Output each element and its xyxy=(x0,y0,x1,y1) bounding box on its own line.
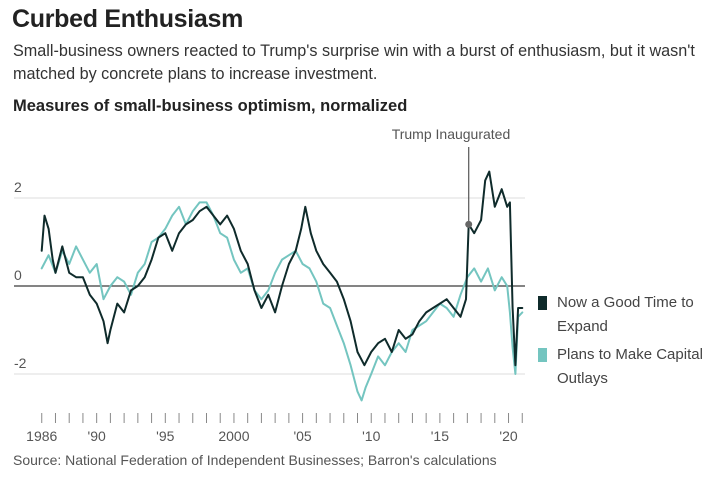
series-layer xyxy=(40,170,524,402)
x-tick-label: 1986 xyxy=(26,428,57,444)
x-tick-label: '95 xyxy=(156,428,174,444)
chart-subtitle: Small-business owners reacted to Trump's… xyxy=(13,42,695,83)
annotation-layer: Trump Inaugurated xyxy=(392,126,511,228)
series-line-capital-outlays xyxy=(40,201,524,402)
y-tick-label: -2 xyxy=(14,355,27,371)
axis-layer: 2 0 -2 1986 '90 '95 2000 '05 '10 '15 '20 xyxy=(14,179,523,444)
series-line-expand xyxy=(40,170,524,367)
legend-swatch-capital-outlays xyxy=(538,348,547,362)
y-tick-label: 2 xyxy=(14,179,22,195)
legend-label-capital-outlays: Plans to Make Capital Outlays xyxy=(557,346,703,387)
x-tick-label: '10 xyxy=(362,428,380,444)
annotation-label: Trump Inaugurated xyxy=(392,126,511,142)
y-tick-label: 0 xyxy=(14,267,22,283)
legend-item-expand: Now a Good Time to Expand xyxy=(538,291,718,339)
x-tick-label: '15 xyxy=(431,428,449,444)
legend-swatch-expand xyxy=(538,296,547,310)
annotation-marker xyxy=(465,220,473,228)
plot-title: Measures of small-business optimism, nor… xyxy=(13,97,408,115)
chart-title-main: Curbed Enthusiasm xyxy=(12,5,244,33)
x-tick-label: '05 xyxy=(293,428,311,444)
source-note: Source: National Federation of Independe… xyxy=(13,452,497,468)
legend-label-expand: Now a Good Time to Expand xyxy=(557,294,694,335)
legend-item-capital-outlays: Plans to Make Capital Outlays xyxy=(538,343,718,391)
x-tick-label: '20 xyxy=(499,428,517,444)
x-tick-label: '90 xyxy=(88,428,106,444)
x-tick-label: 2000 xyxy=(218,428,249,444)
